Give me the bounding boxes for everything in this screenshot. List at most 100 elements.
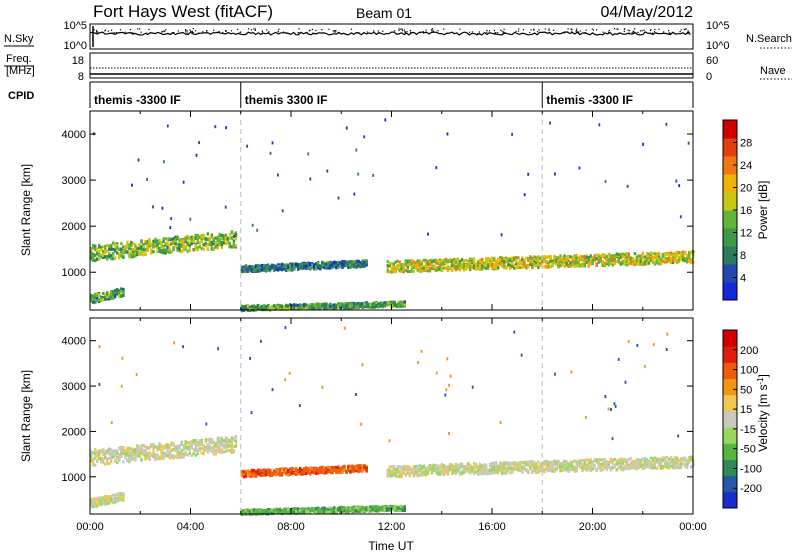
echo-cell	[234, 435, 238, 439]
echo-cell	[537, 261, 540, 265]
echo-cell	[297, 306, 300, 309]
echo-cell	[531, 263, 534, 267]
nsearch-point	[254, 29, 256, 31]
echo-cell	[561, 461, 564, 465]
echo-cell	[357, 303, 360, 307]
echo-cell	[196, 441, 199, 445]
echo-cell	[293, 262, 296, 266]
echo-cell	[625, 259, 629, 263]
echo-cell	[629, 261, 633, 265]
echo-cell	[176, 447, 179, 450]
echo-cell	[108, 452, 111, 456]
echo-cell	[274, 470, 278, 474]
echo-cell	[138, 451, 141, 454]
echo-cell	[462, 471, 466, 474]
echo-cell	[319, 470, 322, 473]
echo-cell	[665, 260, 669, 264]
echo-cell	[583, 461, 586, 465]
nsearch-point	[164, 30, 166, 32]
scatter-echo	[256, 228, 259, 232]
nsearch-point	[634, 28, 636, 30]
echo-cell	[264, 264, 268, 268]
nsearch-point	[404, 30, 406, 33]
echo-cell	[120, 247, 123, 251]
echo-cell	[495, 267, 498, 271]
echo-cell	[551, 462, 554, 466]
echo-cell	[182, 455, 185, 459]
echo-cell	[168, 456, 171, 460]
echo-cell	[214, 236, 217, 240]
echo-cell	[164, 443, 167, 447]
echo-cell	[307, 307, 310, 310]
echo-cell	[325, 263, 328, 267]
echo-cell	[509, 471, 512, 475]
echo-cell	[90, 297, 93, 301]
echo-cell	[327, 266, 330, 270]
echo-cell	[218, 436, 221, 440]
echo-cell	[549, 468, 552, 472]
scatter-echo	[372, 173, 375, 177]
echo-cell	[250, 265, 254, 268]
echo-cell	[591, 257, 594, 261]
scatter-echo	[195, 153, 198, 157]
echo-cell	[460, 462, 464, 466]
echo-cell	[677, 255, 681, 259]
echo-cell	[150, 243, 153, 247]
echo-cell	[226, 448, 230, 452]
scatter-echo	[355, 148, 358, 152]
scatter-echo	[277, 173, 279, 177]
echo-cell	[138, 252, 141, 256]
echo-cell	[361, 469, 364, 473]
echo-cell	[565, 460, 568, 464]
echo-cell	[379, 303, 382, 306]
echo-cell	[343, 260, 346, 263]
echo-cell	[627, 254, 631, 258]
echo-cell	[420, 262, 423, 266]
nsearch-point	[592, 29, 595, 31]
echo-cell	[684, 259, 687, 263]
echo-cell	[357, 465, 360, 469]
echo-cell	[599, 465, 602, 469]
echo-cell	[549, 260, 552, 264]
echo-cell	[152, 452, 155, 455]
echo-cell	[166, 443, 169, 447]
echo-cell	[446, 265, 450, 269]
echo-cell	[323, 263, 326, 267]
nsearch-point	[409, 29, 411, 32]
echo-cell	[232, 241, 236, 245]
echo-cell	[444, 260, 448, 263]
echo-cell	[567, 469, 570, 473]
echo-cell	[396, 264, 399, 268]
echo-cell	[180, 455, 183, 459]
scatter-echo	[233, 235, 235, 238]
echo-cell	[92, 497, 95, 501]
echo-cell	[571, 460, 574, 464]
echo-cell	[116, 455, 119, 459]
echo-cell	[480, 259, 484, 263]
echo-cell	[521, 261, 524, 265]
y-tick-label: 3000	[62, 175, 86, 187]
echo-cell	[303, 303, 306, 307]
echo-cell	[359, 467, 362, 471]
echo-cell	[561, 256, 564, 260]
echo-cell	[232, 437, 236, 441]
echo-cell	[174, 241, 177, 245]
echo-cell	[114, 496, 117, 500]
echo-cell	[452, 470, 456, 474]
echo-cell	[603, 253, 606, 257]
nsearch-point	[443, 28, 445, 30]
echo-cell	[390, 262, 393, 266]
echo-cell	[446, 266, 450, 270]
echo-cell	[264, 266, 268, 270]
scatter-echo	[626, 184, 629, 188]
echo-cell	[142, 453, 145, 457]
nsearch-point	[576, 28, 578, 30]
nsearch-point	[577, 31, 579, 33]
echo-cell	[272, 265, 276, 269]
echo-cell	[555, 262, 558, 266]
echo-cell	[307, 467, 310, 471]
noise-tick-left-top: 10^5	[63, 20, 87, 32]
echo-cell	[398, 263, 401, 267]
echo-cell	[208, 441, 211, 445]
nsearch-point	[567, 28, 569, 30]
